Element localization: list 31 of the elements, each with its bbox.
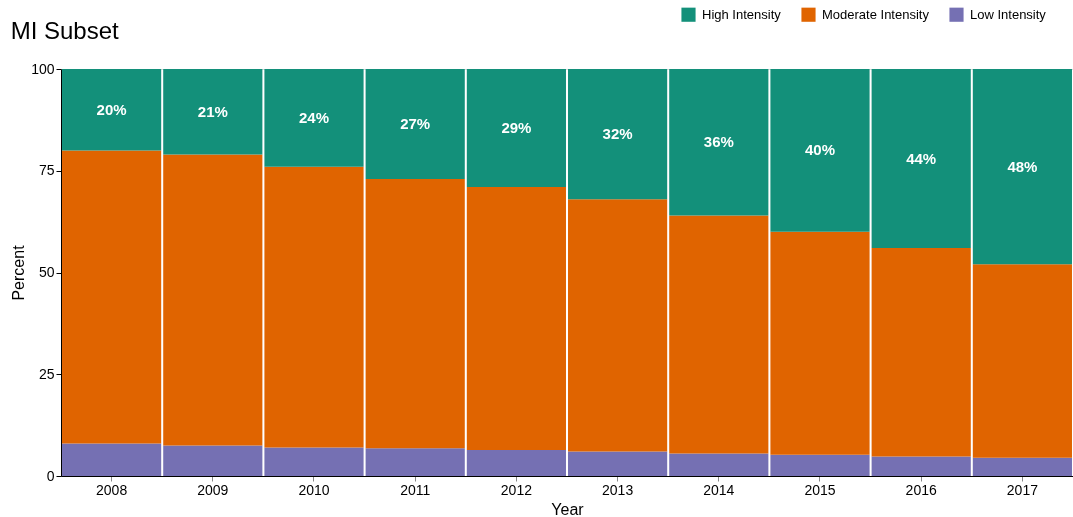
data-label: 32% bbox=[602, 125, 633, 143]
x-tick-label: 2010 bbox=[298, 481, 330, 498]
y-tick-label: 100 bbox=[31, 60, 55, 77]
y-tick-label: 50 bbox=[38, 264, 55, 280]
data-label: 48% bbox=[1007, 157, 1038, 175]
y-tick-label: 0 bbox=[46, 467, 55, 484]
data-label: 36% bbox=[703, 133, 734, 151]
chart-title: MI Subset bbox=[10, 17, 120, 44]
x-tick-label: 2017 bbox=[1006, 481, 1039, 498]
data-label: 27% bbox=[400, 114, 431, 132]
x-tick-label: 2011 bbox=[400, 481, 431, 498]
data-label: 24% bbox=[298, 108, 330, 126]
x-tick-label: 2015 bbox=[804, 481, 836, 498]
legend-label: High Intensity bbox=[702, 6, 782, 22]
data-label: 29% bbox=[501, 119, 532, 137]
legend-label: Low Intensity bbox=[970, 6, 1047, 22]
x-tick-label: 2008 bbox=[96, 481, 128, 498]
x-tick-label: 2016 bbox=[905, 481, 937, 498]
x-tick-label: 2013 bbox=[602, 481, 634, 498]
x-tick-label: 2012 bbox=[500, 481, 533, 498]
x-tick-label: 2014 bbox=[703, 481, 735, 498]
x-axis-title: Year bbox=[551, 500, 585, 517]
x-tick-label: 2009 bbox=[197, 481, 229, 498]
y-tick-label: 75 bbox=[38, 162, 55, 179]
y-tick-label: 25 bbox=[38, 365, 55, 382]
legend-label: Moderate Intensity bbox=[822, 6, 930, 22]
data-label: 44% bbox=[906, 149, 937, 167]
y-axis-title: Percent bbox=[10, 244, 28, 301]
data-label: 21% bbox=[197, 102, 228, 120]
data-label: 20% bbox=[96, 100, 127, 118]
data-label: 40% bbox=[804, 141, 836, 159]
